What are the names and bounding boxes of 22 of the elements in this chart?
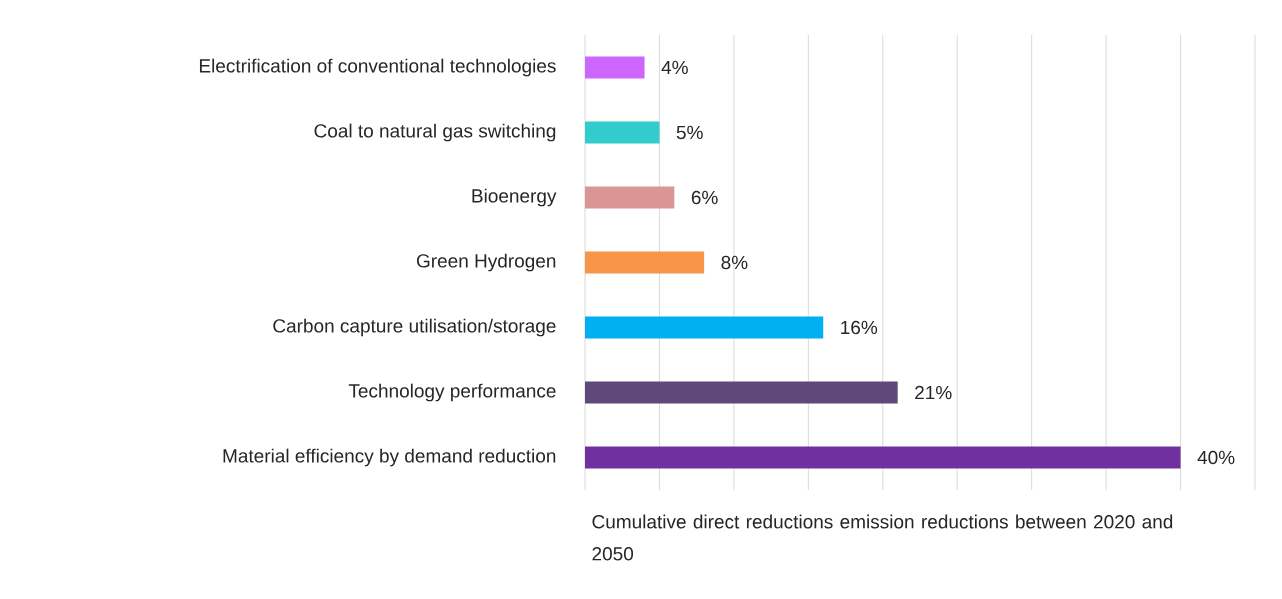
bar bbox=[585, 316, 824, 339]
y-tick-label: Green Hydrogen bbox=[416, 253, 556, 272]
x-axis-title: Cumulative direct reductions emission reductions between 2020 and 2050 bbox=[592, 514, 1173, 561]
y-tick-label: Material efficiency by demand reduction bbox=[223, 448, 556, 467]
y-tick-label: Technology performance bbox=[348, 383, 556, 402]
bar bbox=[585, 56, 645, 79]
bar bbox=[585, 446, 1181, 469]
y-tick-label: Carbon capture utilisation/storage bbox=[273, 318, 556, 337]
data-label: 6% bbox=[691, 190, 718, 205]
y-tick-label: Bioenergy bbox=[472, 188, 557, 207]
bar bbox=[585, 186, 675, 209]
y-tick-label: Electrification of conventional technologies bbox=[199, 58, 556, 77]
data-label: 40% bbox=[1197, 450, 1235, 465]
data-label: 4% bbox=[661, 60, 688, 75]
bar bbox=[585, 251, 705, 274]
y-tick-label: Coal to natural gas switching bbox=[314, 123, 556, 142]
bar bbox=[585, 381, 898, 404]
data-label: 16% bbox=[841, 320, 878, 335]
data-label: 5% bbox=[676, 125, 703, 140]
data-label: 8% bbox=[721, 255, 748, 270]
bar bbox=[585, 121, 660, 144]
data-label: 21% bbox=[915, 385, 952, 400]
